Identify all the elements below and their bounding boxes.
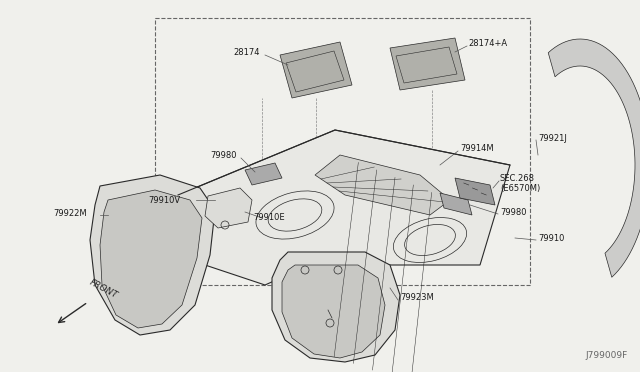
Text: 79923M: 79923M xyxy=(400,294,434,302)
Text: 28174+A: 28174+A xyxy=(468,38,507,48)
Polygon shape xyxy=(90,175,215,335)
Text: 79910E: 79910E xyxy=(253,212,285,221)
Text: 79921J: 79921J xyxy=(538,134,567,142)
Text: FRONT: FRONT xyxy=(88,278,120,300)
Text: SEC.268: SEC.268 xyxy=(500,173,535,183)
Text: J799009F: J799009F xyxy=(586,351,628,360)
Text: 79980: 79980 xyxy=(210,151,237,160)
Ellipse shape xyxy=(256,191,334,239)
Text: 79910: 79910 xyxy=(538,234,564,243)
Text: 79922M: 79922M xyxy=(53,208,86,218)
Polygon shape xyxy=(175,130,510,285)
Bar xyxy=(155,18,530,285)
Polygon shape xyxy=(315,155,450,215)
Polygon shape xyxy=(245,163,282,185)
Polygon shape xyxy=(205,188,252,228)
Polygon shape xyxy=(390,38,465,90)
Text: 28174: 28174 xyxy=(233,48,259,57)
Text: 79980: 79980 xyxy=(500,208,527,217)
Polygon shape xyxy=(100,190,202,328)
Text: 79910V: 79910V xyxy=(148,196,180,205)
Ellipse shape xyxy=(394,218,467,263)
Polygon shape xyxy=(282,265,385,358)
Polygon shape xyxy=(548,39,640,277)
Text: (E6570M): (E6570M) xyxy=(500,183,540,192)
Polygon shape xyxy=(440,193,472,215)
Text: 79914M: 79914M xyxy=(460,144,493,153)
Polygon shape xyxy=(280,42,352,98)
Polygon shape xyxy=(272,252,400,362)
Polygon shape xyxy=(455,178,495,205)
